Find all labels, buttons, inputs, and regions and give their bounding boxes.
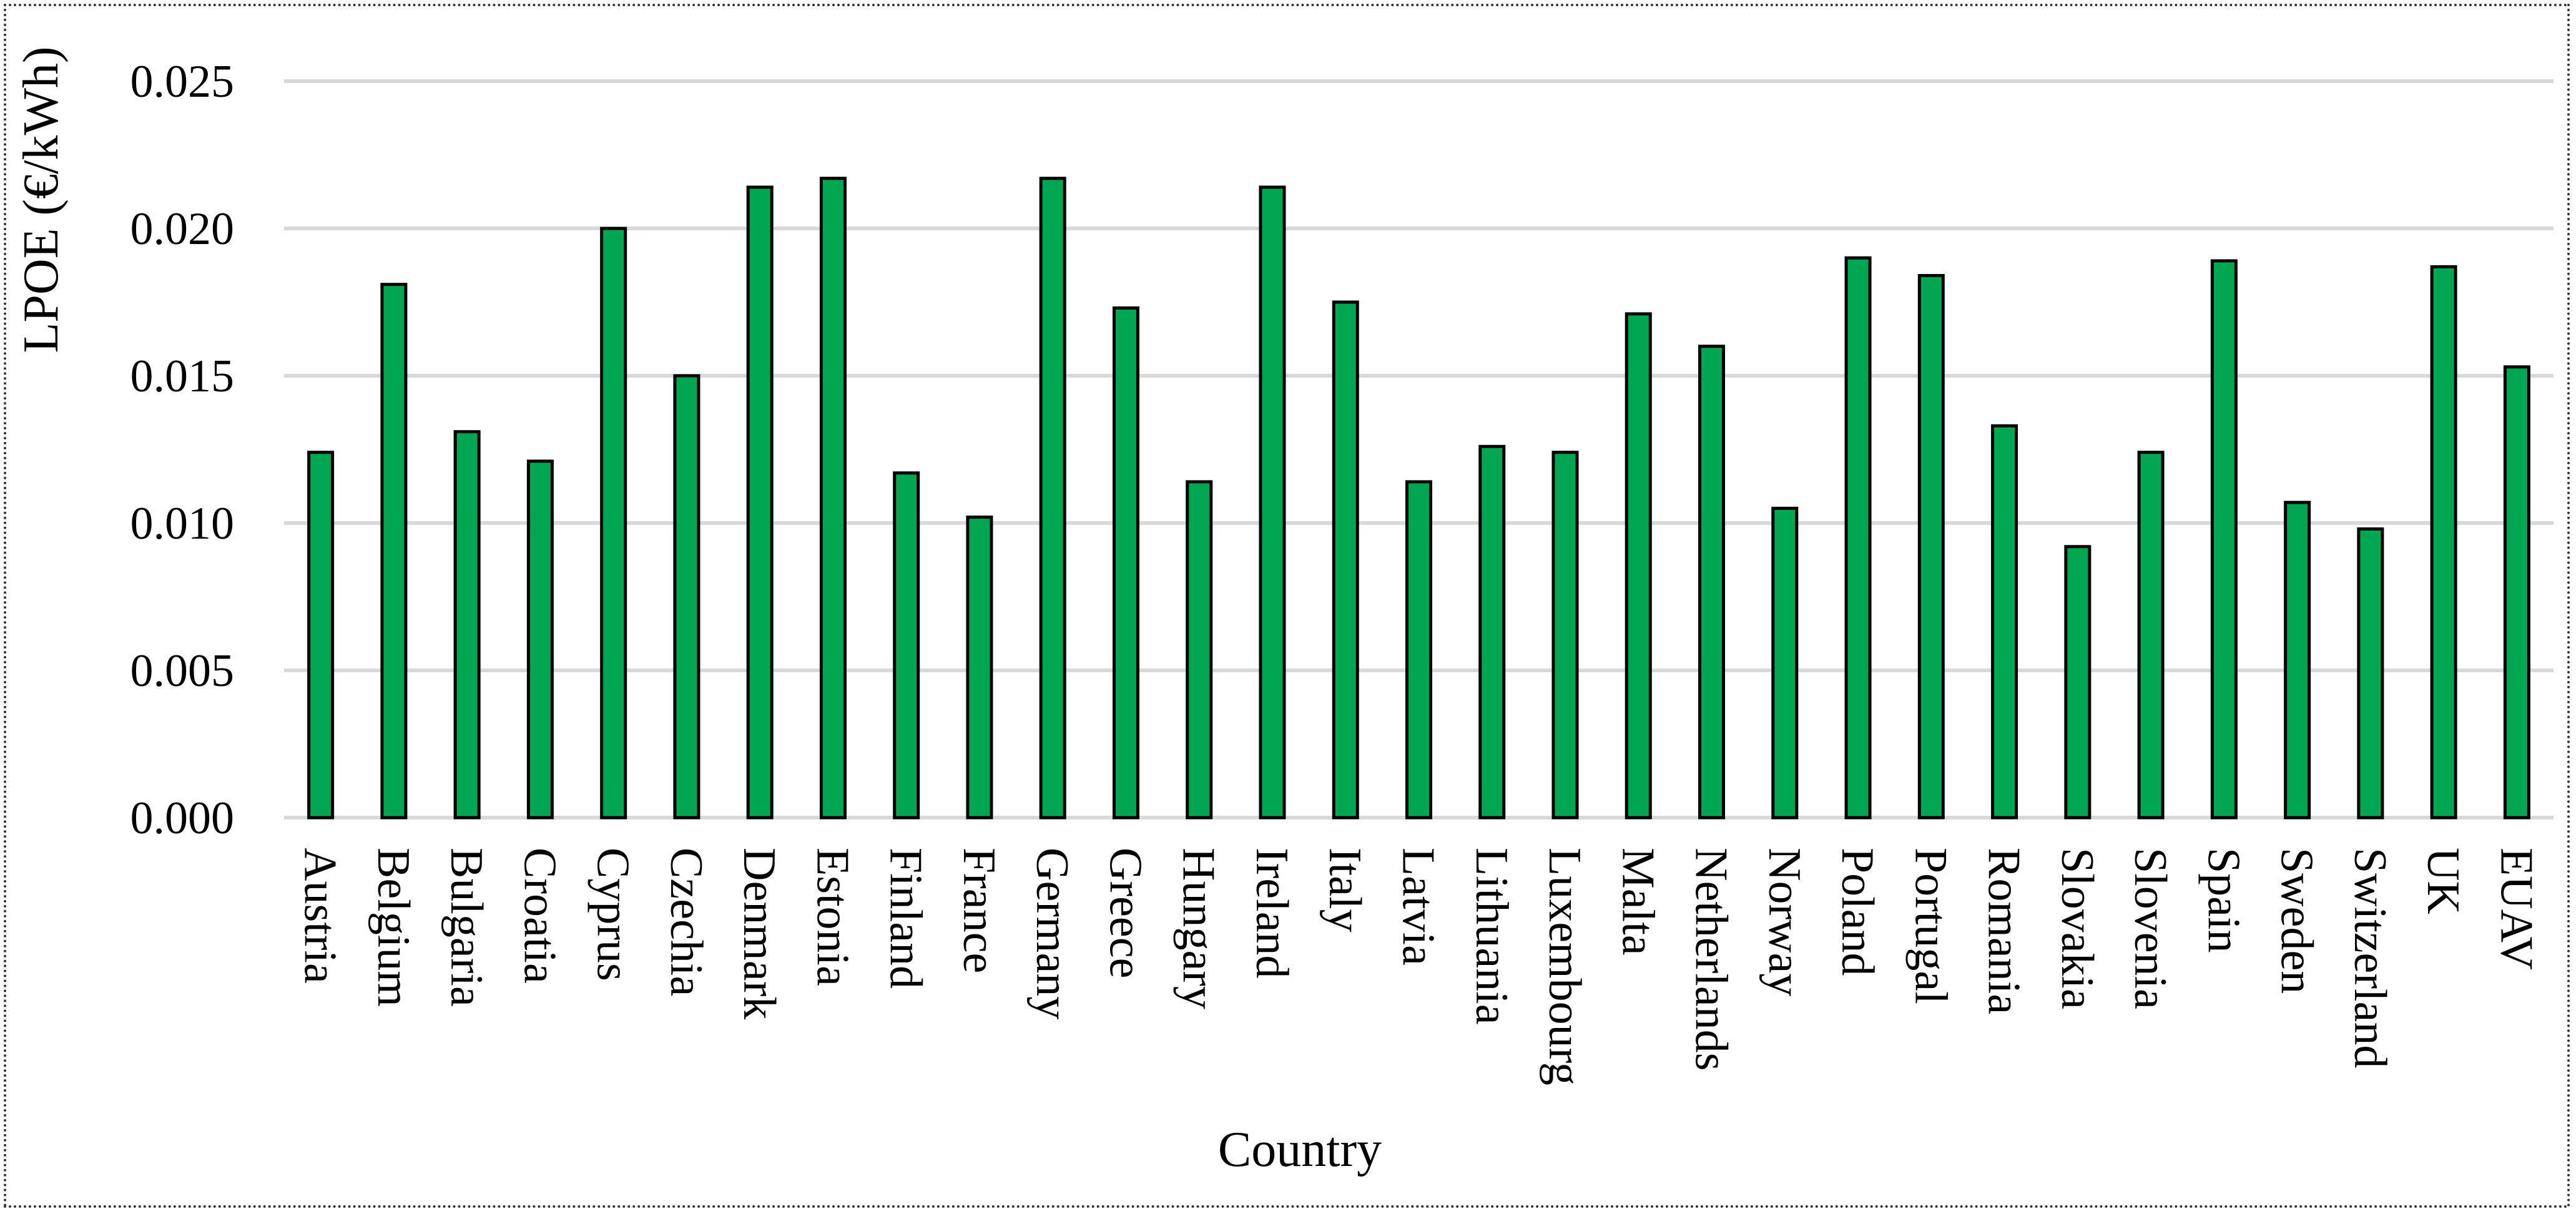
x-axis-title: Country: [1218, 1122, 1382, 1177]
y-tick-label: 0.025: [130, 56, 235, 107]
x-tick-label: Lithuania: [1466, 848, 1517, 1025]
x-tick-label: Bulgaria: [441, 848, 492, 1007]
y-tick-label: 0.010: [130, 498, 235, 549]
x-tick-label: Germany: [1026, 848, 1078, 1019]
bar-romania: [1991, 424, 2018, 820]
y-tick-labels: 0.000 0.005 0.010 0.015 0.020 0.025: [130, 56, 235, 844]
x-tick-label: Czechia: [661, 848, 712, 996]
y-tick-label: 0.015: [130, 351, 235, 402]
x-tick-label: Greece: [1099, 848, 1151, 978]
bar-norway: [1771, 506, 1799, 820]
x-tick-label: Slovenia: [2125, 848, 2176, 1009]
x-tick-label: Croatia: [514, 848, 565, 984]
bar-greece: [1112, 306, 1139, 820]
gridlines: [284, 79, 2554, 820]
bar-ireland: [1259, 185, 1286, 820]
x-tick-label: EUAV: [2490, 848, 2542, 970]
y-tick-label: 0.020: [130, 203, 235, 255]
x-tick-label: Cyprus: [587, 848, 639, 981]
x-tick-label: Italy: [1319, 848, 1370, 933]
x-tick-label: Hungary: [1173, 848, 1224, 1009]
bar-bulgaria: [453, 430, 481, 820]
x-tick-label: Latvia: [1393, 848, 1444, 966]
bar-portugal: [1917, 274, 1945, 820]
bar-denmark: [746, 185, 774, 820]
bars: [307, 177, 2530, 820]
x-tick-label: Portugal: [1905, 848, 1956, 1004]
chart-frame: [4, 4, 2570, 1208]
x-tick-label: Sweden: [2271, 848, 2323, 994]
bar-slovenia: [2137, 451, 2165, 820]
x-tick-label: Malta: [1612, 848, 1663, 956]
bar-finland: [893, 471, 920, 820]
x-tick-label: Switzerland: [2344, 848, 2396, 1068]
x-tick-label: Austria: [295, 848, 346, 984]
bar-czechia: [673, 374, 701, 820]
bar-luxembourg: [1551, 451, 1579, 820]
bar-euav: [2503, 365, 2530, 820]
y-axis-title: LPOE (€/kWh): [14, 46, 69, 353]
bar-italy: [1332, 300, 1359, 820]
bar-lithuania: [1478, 444, 1506, 820]
bar-spain: [2210, 259, 2238, 820]
x-tick-label: Estonia: [807, 848, 858, 986]
bar-hungary: [1186, 480, 1213, 820]
bar-poland: [1844, 256, 1872, 820]
bar-austria: [307, 451, 335, 820]
x-tick-label: UK: [2417, 848, 2469, 914]
x-tick-label: Finland: [880, 848, 932, 989]
bar-uk: [2430, 265, 2457, 820]
bar-germany: [1039, 177, 1066, 820]
bar-netherlands: [1698, 345, 1726, 820]
x-tick-label: Ireland: [1246, 848, 1297, 979]
bar-sweden: [2284, 501, 2311, 820]
bar-belgium: [380, 283, 408, 820]
x-tick-label: Poland: [1832, 848, 1883, 976]
bar-france: [966, 516, 993, 820]
bar-cyprus: [600, 227, 627, 820]
x-tick-label: Denmark: [734, 848, 785, 1019]
x-tick-label: Romania: [1979, 848, 2030, 1014]
x-tick-label: Luxembourg: [1539, 848, 1590, 1085]
bar-latvia: [1405, 480, 1432, 820]
bar-croatia: [526, 459, 554, 820]
bar-switzerland: [2357, 527, 2384, 820]
bar-malta: [1625, 312, 1652, 820]
bar-slovakia: [2064, 545, 2092, 820]
x-tick-label: France: [953, 848, 1005, 973]
x-tick-label: Spain: [2198, 848, 2249, 953]
x-tick-label: Belgium: [368, 848, 419, 1007]
x-tick-label: Netherlands: [1686, 848, 1737, 1071]
x-tick-label: Slovakia: [2052, 848, 2103, 1009]
y-tick-label: 0.000: [130, 793, 235, 844]
y-tick-label: 0.005: [130, 645, 235, 697]
x-tick-label: Norway: [1759, 848, 1810, 996]
x-tick-labels: Austria Belgium Bulgaria Croatia Cyprus Czech…: [295, 848, 2542, 1085]
bar-estonia: [819, 177, 847, 820]
